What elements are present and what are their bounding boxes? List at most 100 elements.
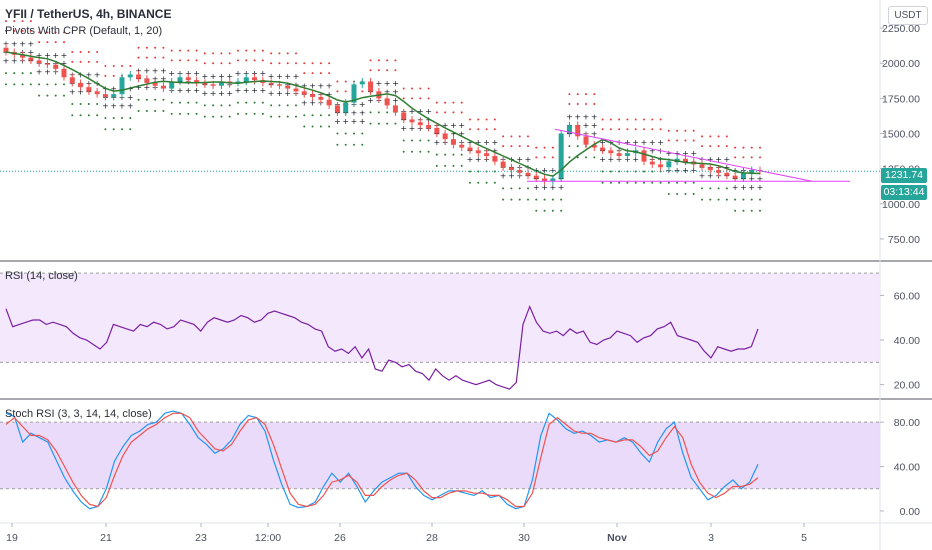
pivot-dot [311, 125, 314, 128]
candle-body [401, 112, 407, 120]
candle-body [169, 81, 175, 89]
pivot-cross: + [284, 72, 291, 81]
pivot-dot [87, 51, 90, 53]
pivot-dot [162, 46, 165, 49]
rsi-label[interactable]: RSI (14, close) [5, 270, 78, 282]
stoch-rsi-label[interactable]: Stoch RSI (3, 3, 14, 14, close) [5, 408, 152, 420]
pivot-cross: + [359, 108, 366, 117]
pivot-dot [452, 101, 455, 104]
pivot-dot [5, 83, 7, 86]
pivot-dot [419, 97, 422, 100]
pivot-dot [344, 90, 347, 93]
pivot-dot [145, 110, 148, 113]
pivot-dot [344, 80, 347, 83]
x-tick-label: 3 [708, 532, 714, 544]
pivot-dot [717, 135, 720, 138]
pivot-cross: + [260, 86, 267, 95]
pivot-dot [419, 150, 422, 153]
pivot-dot [394, 59, 397, 62]
pivot-cross: + [177, 86, 184, 95]
pivot-cross: + [152, 66, 159, 75]
pivot-dot [87, 114, 90, 117]
pivot-dot [386, 122, 389, 125]
pivot-cross: + [309, 99, 316, 108]
pivot-dot [460, 153, 463, 156]
pivot-dot [145, 98, 148, 101]
pivot-cross: + [566, 113, 573, 122]
rsi-line [5, 304, 759, 390]
pivot-dot [104, 65, 107, 68]
pivot-dot [659, 118, 662, 121]
pivot-dot [535, 156, 538, 159]
pivot-dot [518, 135, 521, 138]
pivot-dot [79, 51, 82, 53]
pivot-cross: + [732, 166, 739, 175]
pivot-dot [477, 181, 480, 184]
currency-button[interactable]: USDT [888, 6, 928, 25]
pivot-dot [419, 87, 422, 90]
pivot-cross: + [19, 40, 26, 49]
pivot-dot [295, 115, 297, 118]
pivot-dot [601, 128, 604, 131]
candle-body [732, 175, 738, 179]
candles [3, 44, 763, 185]
pivot-dot [568, 145, 571, 148]
pivot-cross: + [152, 75, 159, 84]
x-tick-label: 26 [334, 532, 346, 544]
pivot-dot [286, 104, 289, 107]
pivot-dot [609, 128, 612, 131]
pivot-cross: + [500, 172, 507, 181]
candle-body [86, 87, 92, 92]
pivot-cross: + [127, 93, 134, 102]
pivot-dot [311, 72, 314, 75]
candle-body [202, 82, 208, 85]
candle-body [666, 161, 672, 168]
pivot-cross: + [682, 166, 689, 175]
pivot-dot [104, 117, 107, 120]
candle-body [276, 84, 282, 86]
pivot-dot [129, 117, 132, 120]
pivot-dot [253, 59, 256, 62]
pivot-dot [576, 156, 579, 159]
pivot-cross: + [86, 70, 93, 79]
y-tick-label: 60.00 [894, 290, 920, 302]
pivot-cross: + [458, 121, 465, 130]
pivot-dot [717, 198, 720, 201]
pivot-dot [179, 112, 181, 115]
pivot-cross: + [351, 117, 358, 126]
y-tick-label: 1750.00 [882, 93, 920, 105]
pivot-dot [568, 156, 571, 159]
pivot-cross: + [492, 146, 499, 155]
candle-body [575, 125, 581, 137]
pivot-dot [477, 118, 480, 121]
pivot-dot [527, 135, 529, 138]
pivot-cross: + [144, 66, 151, 75]
pivot-dot [228, 115, 231, 118]
pivot-dot [179, 101, 181, 104]
pivot-cross: + [632, 155, 639, 164]
indicator-label[interactable]: Pivots With CPR (Default, 1, 20) [5, 25, 163, 37]
pivot-dot [212, 104, 215, 107]
pivot-cross: + [392, 79, 399, 88]
moving-average-line [5, 51, 761, 177]
symbol-title[interactable]: YFII / TetherUS, 4h, BINANCE [5, 7, 172, 21]
pivot-dot [452, 164, 455, 167]
candle-body [194, 80, 200, 83]
pivot-cross: + [599, 138, 606, 147]
pivot-dot [469, 118, 471, 121]
pivot-cross: + [135, 66, 142, 75]
pivot-dot [245, 49, 248, 52]
pivot-dot [270, 52, 273, 55]
pivot-cross: + [202, 89, 209, 98]
pivot-cross: + [417, 107, 424, 116]
pivot-dot [742, 156, 745, 159]
pivot-dot [104, 128, 107, 131]
pivot-dot [295, 104, 297, 107]
candle-body [243, 77, 249, 82]
pivot-dot [692, 181, 695, 184]
pivot-cross: + [235, 86, 242, 95]
pivot-dot [253, 49, 256, 52]
y-tick-label: 750.00 [888, 234, 920, 246]
pivot-dot [21, 29, 24, 32]
